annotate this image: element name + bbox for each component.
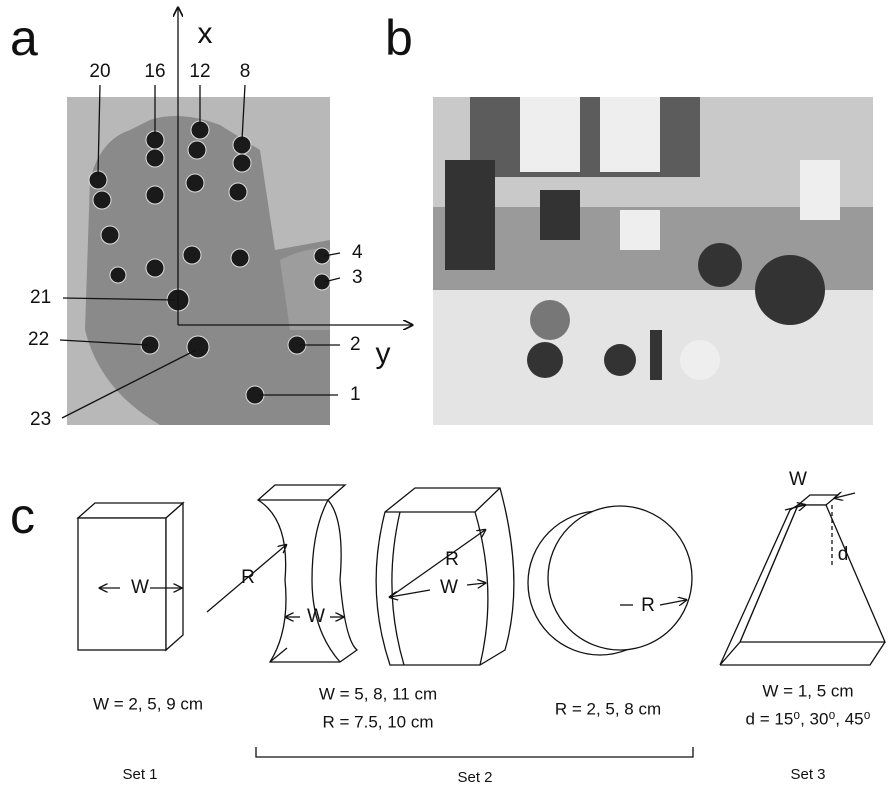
panel-label: a	[10, 10, 38, 66]
sensor-label: 16	[144, 61, 165, 82]
set-bracket	[256, 747, 693, 757]
hand-photo	[67, 97, 330, 425]
sensor-label: 1	[350, 384, 361, 405]
figure: a x y 20 16 12 8 4 3 21 2 22 1 23 b	[0, 0, 891, 788]
axis-label: y	[376, 337, 391, 370]
sensor-label: 4	[352, 242, 363, 263]
dimension-range: W = 5, 8, 11 cm	[319, 684, 437, 703]
sensor-label: 2	[350, 334, 361, 355]
set-label: Set 3	[790, 766, 825, 783]
dimension-range: W = 2, 5, 9 cm	[93, 694, 203, 713]
object-concave	[207, 485, 357, 662]
dimension-label: W	[440, 577, 458, 598]
dimension-label: d	[838, 544, 849, 565]
panel-label: c	[10, 488, 35, 544]
dimension-range: R = 7.5, 10 cm	[322, 712, 433, 731]
objects-photo	[433, 97, 873, 425]
panel-label: b	[385, 10, 413, 66]
dimension-label: R	[641, 595, 655, 616]
sensor-label: 8	[240, 61, 251, 82]
sensor-label: 22	[28, 329, 49, 350]
sensor-label: 21	[30, 287, 51, 308]
dimension-label: W	[789, 469, 807, 490]
object-disk	[528, 506, 692, 655]
sensor-label: 3	[352, 267, 363, 288]
sensor-label: 23	[30, 409, 51, 430]
dimension-range: W = 1, 5 cm	[762, 681, 853, 700]
axis-label: x	[198, 17, 213, 50]
dimension-label: R	[241, 567, 255, 588]
sensor-label: 12	[189, 61, 210, 82]
dimension-label: W	[307, 606, 325, 627]
sensor-label: 20	[89, 61, 110, 82]
dimension-label: W	[131, 577, 149, 598]
dimension-label: R	[445, 549, 459, 570]
set-label: Set 1	[122, 766, 157, 783]
set-label: Set 2	[457, 769, 492, 786]
object-wedge	[720, 493, 885, 665]
dimension-range: R = 2, 5, 8 cm	[555, 699, 661, 718]
dimension-range: d = 15⁰, 30⁰, 45⁰	[746, 709, 871, 728]
